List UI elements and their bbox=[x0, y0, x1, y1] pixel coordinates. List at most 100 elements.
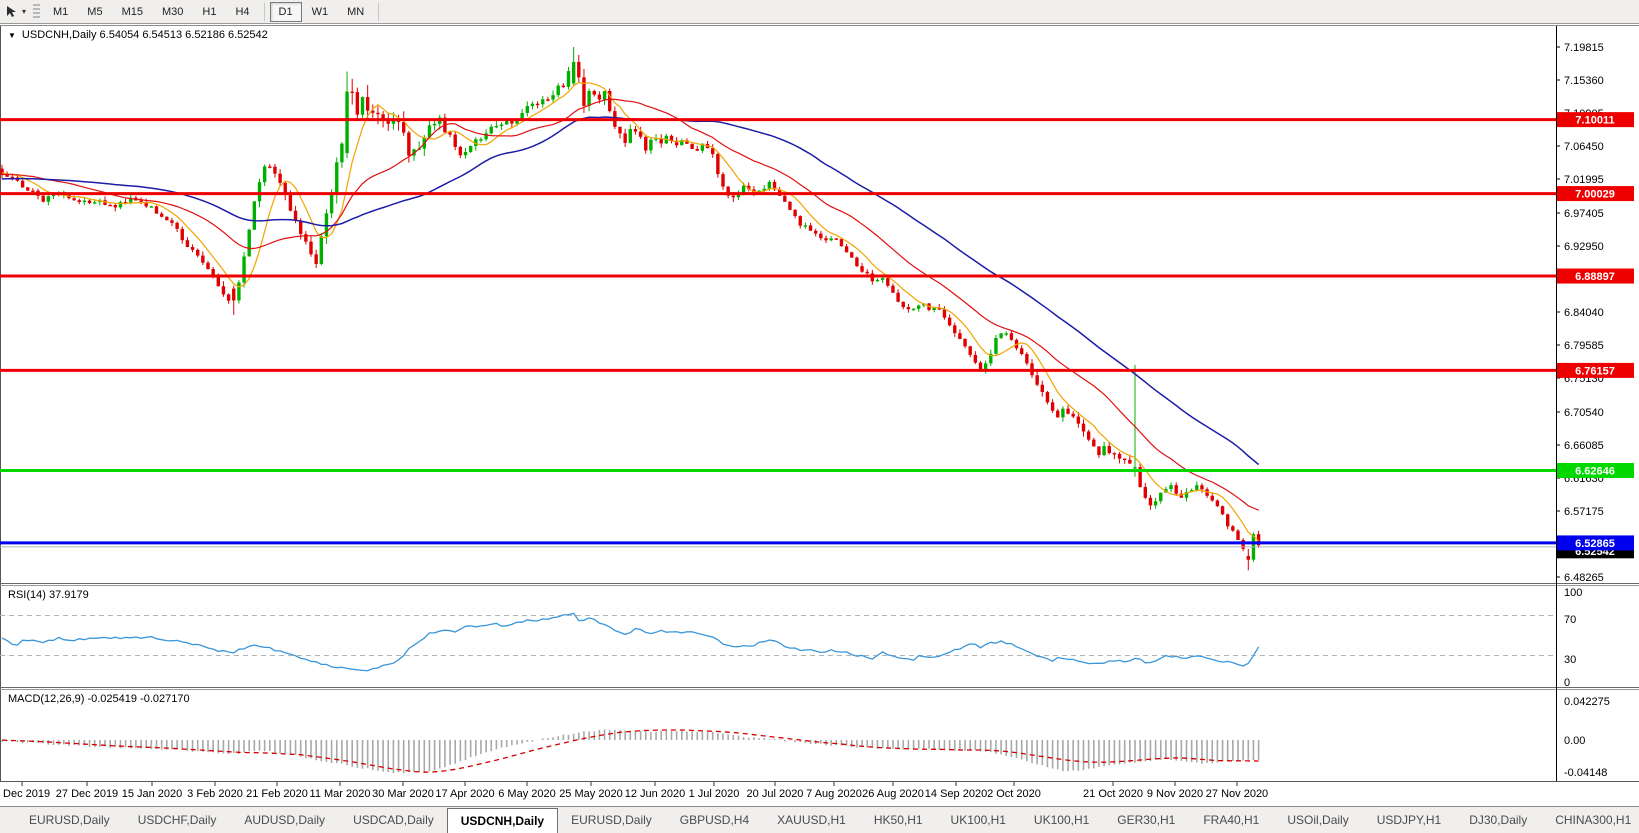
price-tick-label: 6.92950 bbox=[1564, 241, 1604, 253]
chart-tab-eurusd-daily[interactable]: EURUSD,Daily bbox=[29, 813, 110, 827]
candle-down bbox=[154, 206, 159, 214]
timeframe-button-h4[interactable]: H4 bbox=[226, 2, 258, 22]
candle-up bbox=[129, 197, 133, 203]
candle-up bbox=[468, 145, 473, 152]
price-tick-label: 7.06450 bbox=[1564, 141, 1604, 153]
candle-down bbox=[850, 252, 854, 258]
candle-down bbox=[139, 200, 143, 202]
candle-down bbox=[685, 140, 689, 144]
candle-up bbox=[556, 85, 560, 96]
candle-up bbox=[1004, 333, 1008, 335]
candle-up bbox=[880, 278, 885, 280]
date-axis[interactable]: 9 Dec 2019 27 Dec 2019 15 Jan 2020 3 Feb 20… bbox=[0, 782, 1268, 800]
candle-up bbox=[345, 91, 349, 154]
candle-down bbox=[376, 112, 380, 115]
chart-tab-fra40-h1[interactable]: FRA40,H1 bbox=[1203, 813, 1260, 827]
chart-tab-uk100-h1[interactable]: UK100,H1 bbox=[1033, 813, 1090, 827]
candle-down bbox=[834, 238, 838, 240]
date-label: 21 Feb 2020 bbox=[246, 788, 308, 800]
candle-down bbox=[72, 198, 76, 201]
rsi-indicator-label: RSI(14) 37.9179 bbox=[8, 589, 89, 601]
candle-up bbox=[736, 194, 741, 198]
chart-tab-audusd-daily[interactable]: AUDUSD,Daily bbox=[244, 813, 326, 827]
candle-down bbox=[752, 189, 756, 193]
date-label: 27 Nov 2020 bbox=[1206, 788, 1268, 800]
timeframe-button-d1[interactable]: D1 bbox=[269, 1, 302, 22]
chart-tab-usdchf-daily[interactable]: USDCHF,Daily bbox=[137, 813, 217, 827]
candle-down bbox=[170, 220, 174, 223]
candle-up bbox=[257, 182, 262, 202]
timeframe-button-m1[interactable]: M1 bbox=[44, 2, 77, 22]
candle-up bbox=[1159, 492, 1163, 502]
cursor-dropdown-caret-icon[interactable]: ▾ bbox=[22, 7, 27, 16]
candle-up bbox=[602, 90, 607, 100]
toolbar-drag-handle[interactable] bbox=[33, 3, 41, 20]
candle-up bbox=[1169, 485, 1173, 490]
candle-down bbox=[901, 301, 905, 308]
candle-down bbox=[304, 234, 308, 242]
date-label: 26 Aug 2020 bbox=[862, 788, 924, 800]
chart-tab-eurusd-daily[interactable]: EURUSD,Daily bbox=[571, 813, 652, 827]
candle-up bbox=[917, 305, 921, 309]
candle-down bbox=[458, 146, 463, 156]
timeframe-button-m5[interactable]: M5 bbox=[78, 2, 111, 22]
candle-up bbox=[340, 143, 344, 163]
chart-tab-ger30-h1[interactable]: GER30,H1 bbox=[1117, 813, 1176, 827]
timeframe-button-m30[interactable]: M30 bbox=[153, 2, 192, 22]
level-label-value: 6.62646 bbox=[1575, 465, 1615, 477]
level-label-bg bbox=[1557, 462, 1634, 478]
candle-down bbox=[1056, 410, 1060, 418]
collapse-indicator-icon[interactable]: ▼ bbox=[8, 30, 16, 40]
candle-down bbox=[1200, 485, 1204, 490]
candle-down bbox=[10, 176, 14, 179]
candle-up bbox=[571, 61, 576, 84]
candle-up bbox=[1133, 467, 1137, 469]
chart-tab-usdcnh-daily[interactable]: USDCNH,Daily bbox=[446, 808, 559, 833]
chart-tab-china300-h1[interactable]: CHINA300,H1 bbox=[1555, 813, 1632, 827]
chart-tab-gbpusd-h4[interactable]: GBPUSD,H4 bbox=[679, 813, 750, 827]
level-price-label: 6.88897 bbox=[1557, 268, 1634, 284]
candle-down bbox=[20, 180, 25, 188]
candle-down bbox=[1128, 459, 1132, 464]
candle-down bbox=[1148, 497, 1153, 506]
chart-tab-xauusd-h1[interactable]: XAUUSD,H1 bbox=[777, 813, 846, 827]
chart-tab-usdcad-daily[interactable]: USDCAD,Daily bbox=[353, 813, 434, 827]
candle-down bbox=[1081, 423, 1086, 432]
timeframe-button-w1[interactable]: W1 bbox=[303, 2, 338, 22]
level-price-label: 6.62646 bbox=[1557, 462, 1634, 478]
candle-up bbox=[551, 95, 555, 100]
chart-tab-hk50-h1[interactable]: HK50,H1 bbox=[873, 813, 923, 827]
candle-down bbox=[1138, 467, 1142, 488]
chart-cursor-icon[interactable] bbox=[3, 4, 20, 19]
chart-tab-dj30-daily[interactable]: DJ30,Daily bbox=[1469, 813, 1528, 827]
candle-down bbox=[577, 61, 581, 78]
timeframe-button-m15[interactable]: M15 bbox=[113, 2, 152, 22]
candle-down bbox=[659, 138, 663, 144]
toolbar-separator bbox=[378, 2, 380, 21]
candle-up bbox=[803, 225, 808, 227]
price-tick-label: 6.79585 bbox=[1564, 340, 1604, 352]
candle-down bbox=[592, 91, 596, 95]
chart-tab-usoil-daily[interactable]: USOil,Daily bbox=[1287, 813, 1349, 827]
candle-down bbox=[77, 200, 81, 202]
candle-down bbox=[1226, 514, 1230, 527]
candle-down bbox=[190, 246, 195, 250]
rsi-pane: 100 70 30 0 bbox=[0, 587, 1582, 689]
candle-up bbox=[1184, 491, 1189, 498]
candle-down bbox=[561, 85, 566, 88]
date-label: 9 Dec 2019 bbox=[0, 788, 50, 800]
candlestick-series bbox=[0, 47, 1261, 571]
timeframe-button-mn[interactable]: MN bbox=[338, 2, 373, 22]
chart-tab-usdjpy-h1[interactable]: USDJPY,H1 bbox=[1376, 813, 1442, 827]
candle-up bbox=[1061, 408, 1065, 418]
candle-down bbox=[963, 338, 967, 347]
price-tick-label: 6.48265 bbox=[1564, 572, 1604, 584]
candle-down bbox=[644, 136, 648, 151]
candle-down bbox=[1246, 556, 1250, 560]
timeframe-button-h1[interactable]: H1 bbox=[193, 2, 225, 22]
date-label: 20 Jul 2020 bbox=[747, 788, 804, 800]
chart-tab-uk100-h1[interactable]: UK100,H1 bbox=[950, 813, 1006, 827]
macd-histogram bbox=[1, 729, 1260, 774]
macd-indicator-label: MACD(12,26,9) -0.025419 -0.027170 bbox=[8, 693, 190, 705]
